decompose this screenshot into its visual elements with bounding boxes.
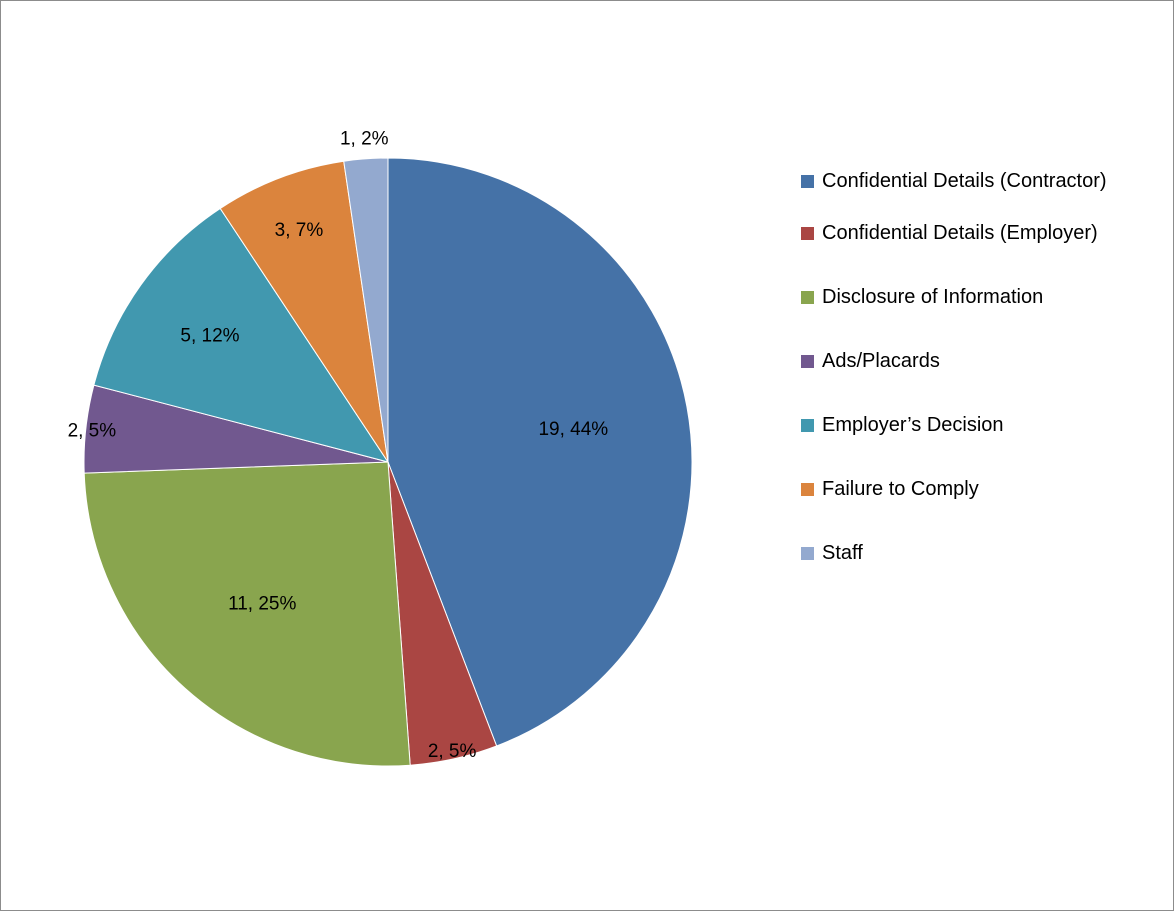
- legend-item-employers-decision: Employer’s Decision: [801, 410, 1174, 440]
- legend: Confidential Details (Contractor) Confid…: [801, 166, 1174, 602]
- legend-item-ads-placards: Ads/Placards: [801, 346, 1174, 376]
- legend-label: Employer’s Decision: [822, 414, 1004, 436]
- legend-label: Confidential Details (Contractor): [822, 170, 1107, 192]
- data-label-staff: 1, 2%: [340, 129, 389, 150]
- legend-swatch: [801, 291, 814, 304]
- legend-item-disclosure: Disclosure of Information: [801, 282, 1174, 312]
- legend-label: Disclosure of Information: [822, 286, 1044, 308]
- pie-slice-confidential-contractor: [387, 157, 693, 747]
- legend-label: Ads/Placards: [822, 350, 940, 372]
- pie-slice-staff: [343, 157, 389, 463]
- pie-slice-failure-to-comply: [219, 160, 389, 463]
- data-label-failure-to-comply: 3, 7%: [275, 220, 324, 241]
- data-label-disclosure: 11, 25%: [228, 593, 296, 614]
- data-label-confidential-employer: 2, 5%: [428, 741, 477, 762]
- legend-item-failure-to-comply: Failure to Comply: [801, 474, 1174, 504]
- legend-item-confidential-employer: Confidential Details (Employer): [801, 218, 1174, 248]
- pie-slice-disclosure: [83, 461, 411, 767]
- data-label-ads-placards: 2, 5%: [68, 420, 117, 441]
- legend-item-confidential-contractor: Confidential Details (Contractor): [801, 166, 1174, 196]
- data-label-confidential-contractor: 19, 44%: [538, 419, 608, 440]
- legend-label: Staff: [822, 542, 863, 564]
- legend-label: Failure to Comply: [822, 478, 979, 500]
- legend-item-staff: Staff: [801, 538, 1174, 568]
- legend-label: Confidential Details (Employer): [822, 222, 1098, 244]
- data-label-employers-decision: 5, 12%: [180, 326, 239, 347]
- legend-swatch: [801, 227, 814, 240]
- legend-swatch: [801, 547, 814, 560]
- legend-swatch: [801, 483, 814, 496]
- legend-swatch: [801, 419, 814, 432]
- legend-swatch: [801, 175, 814, 188]
- pie-slice-employers-decision: [93, 207, 390, 463]
- legend-swatch: [801, 355, 814, 368]
